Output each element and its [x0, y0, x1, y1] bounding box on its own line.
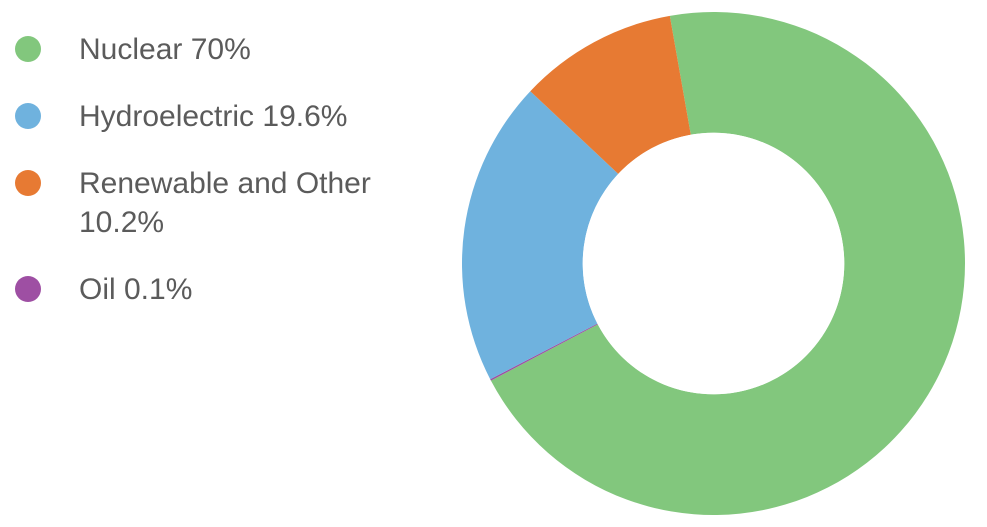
legend-item-nuclear: Nuclear 70% [15, 30, 435, 69]
chart-container: Nuclear 70% Hydroelectric 19.6% Renewable … [0, 0, 987, 527]
legend-label-nuclear: Nuclear 70% [79, 30, 251, 69]
legend-item-hydro: Hydroelectric 19.6% [15, 97, 435, 136]
legend-dot-hydro [15, 103, 41, 129]
legend: Nuclear 70% Hydroelectric 19.6% Renewable … [15, 30, 435, 337]
legend-item-oil: Oil 0.1% [15, 270, 435, 309]
legend-label-oil: Oil 0.1% [79, 270, 192, 309]
donut-hole [583, 133, 845, 395]
legend-dot-renewable [15, 170, 41, 196]
legend-item-renewable: Renewable and Other 10.2% [15, 164, 435, 242]
legend-dot-nuclear [15, 36, 41, 62]
legend-dot-oil [15, 276, 41, 302]
legend-label-renewable: Renewable and Other 10.2% [79, 164, 399, 242]
donut-chart [460, 10, 967, 517]
legend-label-hydro: Hydroelectric 19.6% [79, 97, 347, 136]
donut-svg [460, 10, 967, 517]
